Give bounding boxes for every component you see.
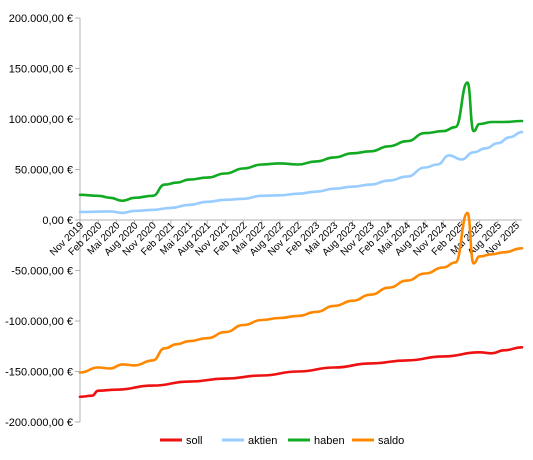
legend-label-aktien: aktien <box>248 435 277 447</box>
y-tick-label: -150.000,00 € <box>5 367 73 379</box>
y-tick-label: -50.000,00 € <box>11 266 73 278</box>
legend-label-soll: soll <box>186 435 203 447</box>
series-line-saldo <box>78 211 524 374</box>
legend: soll aktien haben saldo <box>160 435 404 447</box>
y-tick-label: 100.000,00 € <box>9 114 73 126</box>
y-tick-label: 150.000,00 € <box>9 64 73 76</box>
y-tick-label: -100.000,00 € <box>5 316 73 328</box>
series-line-haben <box>78 81 524 203</box>
y-tick-label: -200.000,00 € <box>5 417 73 429</box>
series-line-aktien <box>78 130 524 215</box>
series-line-soll <box>78 346 524 399</box>
y-axis: 200.000,00 € 150.000,00 € 100.000,00 € 50.0… <box>5 13 81 429</box>
y-tick-label: 0,00 € <box>42 215 73 227</box>
legend-label-haben: haben <box>314 435 345 447</box>
series-layer <box>78 81 524 399</box>
y-tick-label: 50.000,00 € <box>15 165 73 177</box>
legend-label-saldo: saldo <box>378 435 404 447</box>
y-tick-label: 200.000,00 € <box>9 13 73 25</box>
